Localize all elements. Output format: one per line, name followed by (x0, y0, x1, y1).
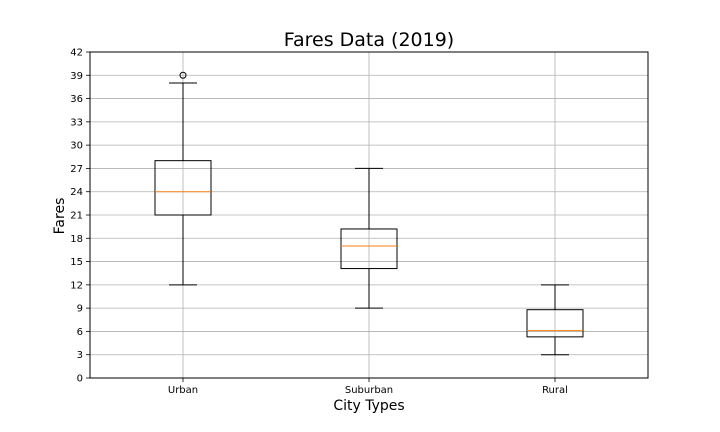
box-suburban (340, 167, 398, 309)
iqr-box (340, 228, 398, 270)
y-tick-label: 3 (77, 350, 83, 361)
y-tick-label: 24 (70, 187, 83, 198)
y-tick-label: 39 (70, 71, 83, 82)
x-tick-label-urban: Urban (168, 385, 198, 396)
y-tick-label: 27 (70, 164, 83, 175)
y-tick-label: 12 (70, 280, 83, 291)
x-tick-label-rural: Rural (542, 385, 568, 396)
iqr-box (154, 160, 212, 216)
y-tick-label: 15 (70, 257, 83, 268)
box-rural (526, 284, 584, 356)
y-tick-label: 21 (70, 211, 83, 222)
x-tick-label-suburban: Suburban (345, 385, 393, 396)
y-axis-label: Fares (52, 198, 68, 235)
y-tick-label: 33 (70, 117, 83, 128)
x-axis-ticks: Urban Suburban Rural (168, 378, 568, 396)
outlier-point (179, 71, 187, 79)
iqr-box (526, 309, 584, 338)
box-plots (154, 71, 584, 356)
y-tick-label: 6 (77, 327, 83, 338)
y-tick-label: 30 (70, 141, 83, 152)
box-urban (154, 71, 212, 286)
chart-title: Fares Data (2019) (284, 29, 454, 51)
y-tick-label: 9 (77, 304, 83, 315)
y-tick-label: 0 (77, 374, 83, 385)
y-tick-label: 36 (70, 94, 83, 105)
y-tick-label: 42 (70, 48, 83, 59)
x-axis-label: City Types (333, 398, 404, 414)
y-tick-label: 18 (70, 234, 83, 245)
